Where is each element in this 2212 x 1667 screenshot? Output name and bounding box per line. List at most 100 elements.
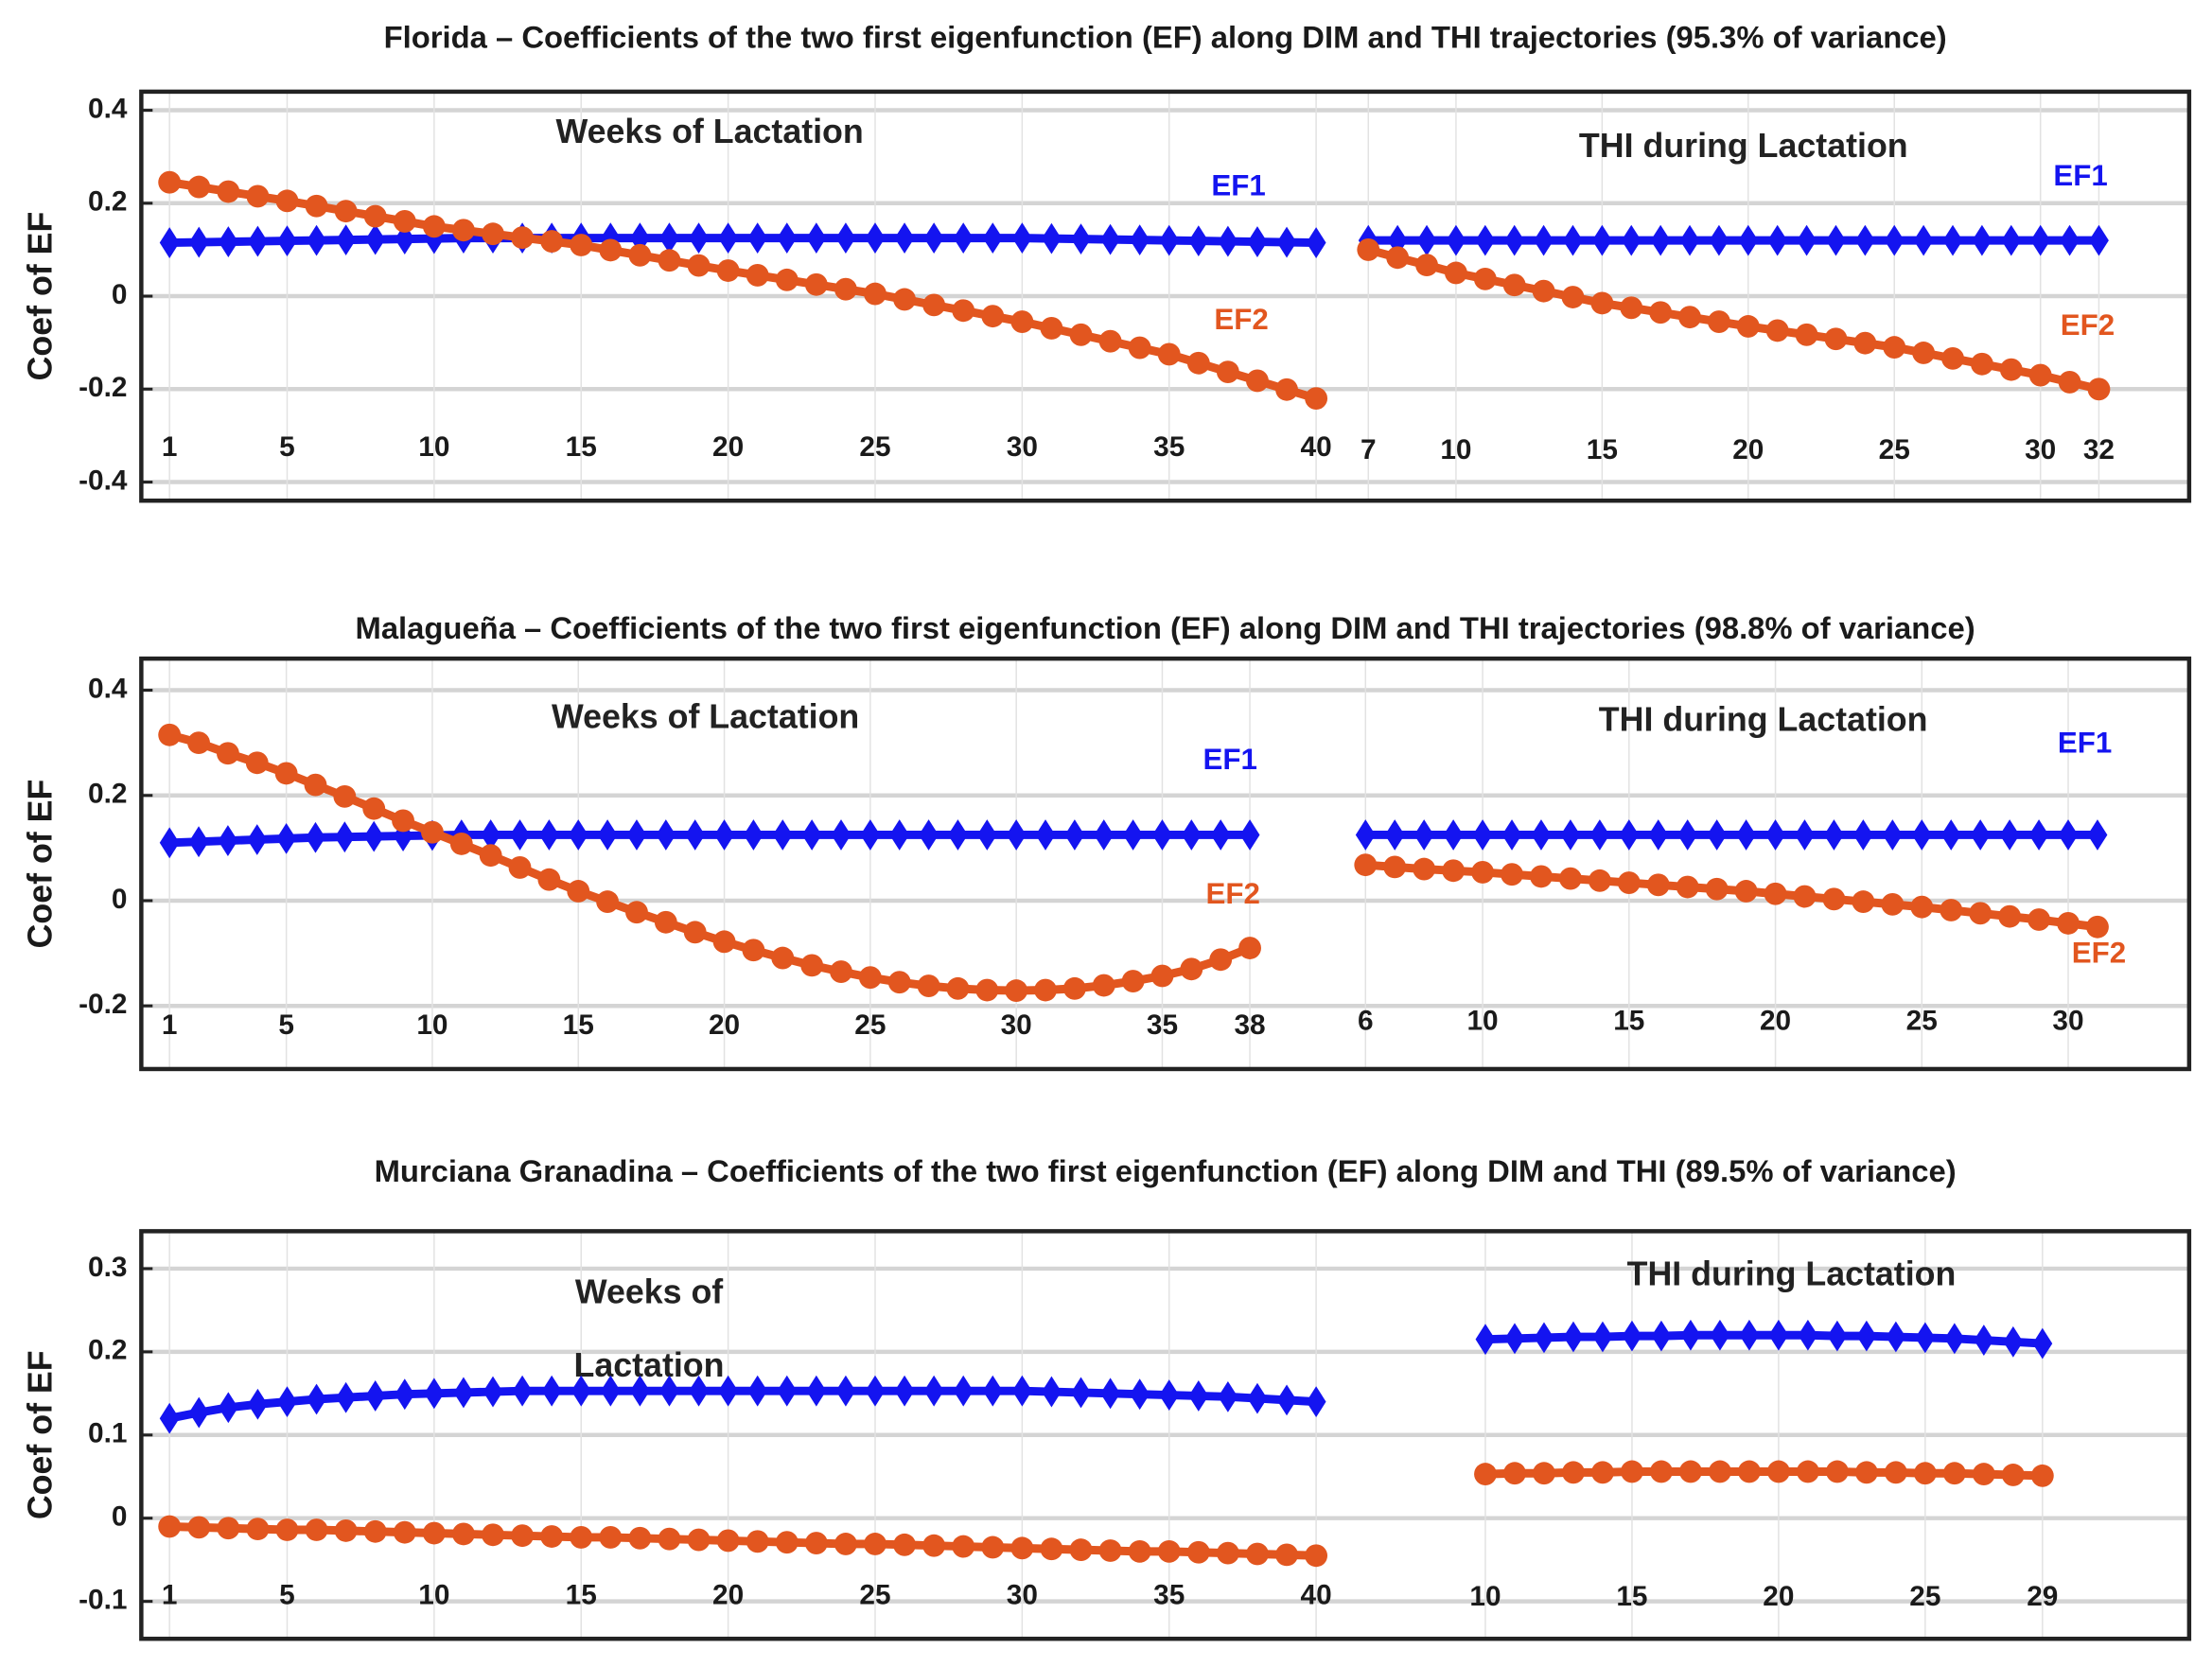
- x-tick-label: 7: [1361, 434, 1377, 465]
- diamond-marker: [159, 827, 180, 859]
- diamond-marker: [188, 826, 209, 858]
- circle-marker: [1275, 377, 1298, 401]
- y-tick-label: 0.3: [88, 1252, 127, 1283]
- diamond-marker: [1152, 819, 1172, 851]
- x-tick-label: 15: [1613, 1006, 1644, 1037]
- diamond-marker: [1563, 224, 1583, 256]
- y-tick-label: 0: [112, 279, 128, 310]
- circle-marker: [1649, 301, 1673, 325]
- diamond-marker: [334, 821, 355, 853]
- diamond-marker: [1218, 1380, 1238, 1413]
- circle-marker: [2028, 363, 2052, 387]
- circle-marker: [1942, 1462, 1966, 1485]
- circle-marker: [1972, 1463, 1995, 1486]
- diamond-marker: [483, 1376, 503, 1408]
- diamond-marker: [159, 227, 180, 258]
- diamond-marker: [307, 1383, 326, 1415]
- circle-marker: [1128, 1539, 1151, 1563]
- x-tick-label: 10: [1440, 434, 1471, 465]
- circle-marker: [1533, 1462, 1555, 1485]
- circle-marker: [1912, 342, 1936, 364]
- series-name: EF1: [1211, 169, 1265, 202]
- series-line: [169, 1522, 1317, 1560]
- circle-marker: [687, 254, 711, 277]
- chart-title: Malagueña – Coefficients of the two firs…: [356, 610, 1975, 645]
- segment-label: Weeks of Lactation: [555, 113, 863, 150]
- x-tick-label: 35: [1147, 1009, 1178, 1041]
- diamond-marker: [1042, 1376, 1062, 1408]
- diamond-marker: [1011, 222, 1032, 254]
- diamond-marker: [1413, 819, 1434, 851]
- diamond-marker: [159, 1402, 180, 1434]
- diamond-marker: [689, 222, 709, 254]
- diamond-marker: [453, 1377, 474, 1409]
- chart-title: Murciana Granadina – Coefficients of the…: [375, 1153, 1957, 1188]
- circle-marker: [1998, 904, 2022, 928]
- circle-marker: [1737, 1460, 1761, 1483]
- circle-marker: [716, 1529, 740, 1553]
- circle-marker: [917, 974, 940, 998]
- y-tick-label: 0.4: [88, 673, 128, 704]
- diamond-marker: [894, 1375, 915, 1407]
- x-tick-label: 15: [566, 431, 597, 463]
- diamond-marker: [1592, 1321, 1613, 1353]
- circle-marker: [775, 268, 799, 291]
- circle-marker: [746, 264, 769, 287]
- diamond-marker: [777, 1375, 798, 1407]
- circle-marker: [1591, 1461, 1614, 1484]
- diamond-marker: [1475, 224, 1496, 256]
- diamond-marker: [801, 819, 822, 851]
- diamond-marker: [1589, 819, 1610, 851]
- x-tick-label: 20: [712, 431, 744, 463]
- circle-marker: [1588, 869, 1611, 892]
- diamond-marker: [1650, 224, 1671, 256]
- diamond-marker: [307, 224, 326, 256]
- diamond-marker: [247, 824, 268, 855]
- x-tick-label: 20: [1763, 1581, 1794, 1612]
- x-tick-label: 38: [1234, 1009, 1265, 1041]
- circle-marker: [1646, 873, 1670, 897]
- circle-marker: [217, 180, 240, 203]
- circle-marker: [1822, 887, 1846, 911]
- circle-marker: [742, 939, 765, 962]
- x-tick-label: 20: [712, 1579, 744, 1610]
- circle-marker: [625, 901, 648, 924]
- x-tick-label: 10: [418, 1579, 449, 1610]
- circle-marker: [1275, 1543, 1298, 1567]
- circle-marker: [1676, 875, 1699, 899]
- diamond-marker: [277, 225, 297, 256]
- diamond-marker: [1795, 819, 1815, 851]
- circle-marker: [712, 930, 736, 954]
- circle-marker: [1034, 978, 1057, 1002]
- x-tick-label: 10: [1466, 1006, 1498, 1037]
- circle-marker: [217, 1517, 240, 1540]
- diamond-marker: [1767, 224, 1788, 256]
- x-tick-label: 6: [1358, 1006, 1374, 1037]
- diamond-marker: [1913, 224, 1934, 256]
- diamond-marker: [1651, 1320, 1672, 1352]
- circle-marker: [1881, 892, 1905, 916]
- circle-marker: [421, 820, 444, 844]
- diamond-marker: [1159, 1379, 1180, 1411]
- diamond-marker: [1446, 224, 1466, 256]
- series-name: EF2: [2072, 936, 2126, 969]
- diamond-marker: [1852, 819, 1873, 851]
- series-name: EF2: [1214, 303, 1268, 336]
- series-name: EF1: [2053, 159, 2107, 192]
- circle-marker: [482, 222, 504, 246]
- circle-marker: [1040, 1537, 1063, 1561]
- diamond-marker: [1416, 224, 1437, 256]
- circle-marker: [187, 175, 211, 199]
- circle-marker: [275, 189, 299, 213]
- circle-marker: [1092, 974, 1115, 997]
- series-name: EF1: [2058, 726, 2112, 759]
- x-tick-label: 35: [1153, 431, 1185, 463]
- circle-marker: [864, 282, 887, 306]
- diamond-marker: [218, 226, 238, 257]
- diamond-marker: [1504, 1323, 1525, 1355]
- circle-marker: [922, 293, 946, 317]
- y-tick-label: -0.1: [79, 1584, 127, 1615]
- circle-marker: [393, 1520, 416, 1544]
- diamond-marker: [1071, 1377, 1091, 1409]
- circle-marker: [946, 976, 970, 1000]
